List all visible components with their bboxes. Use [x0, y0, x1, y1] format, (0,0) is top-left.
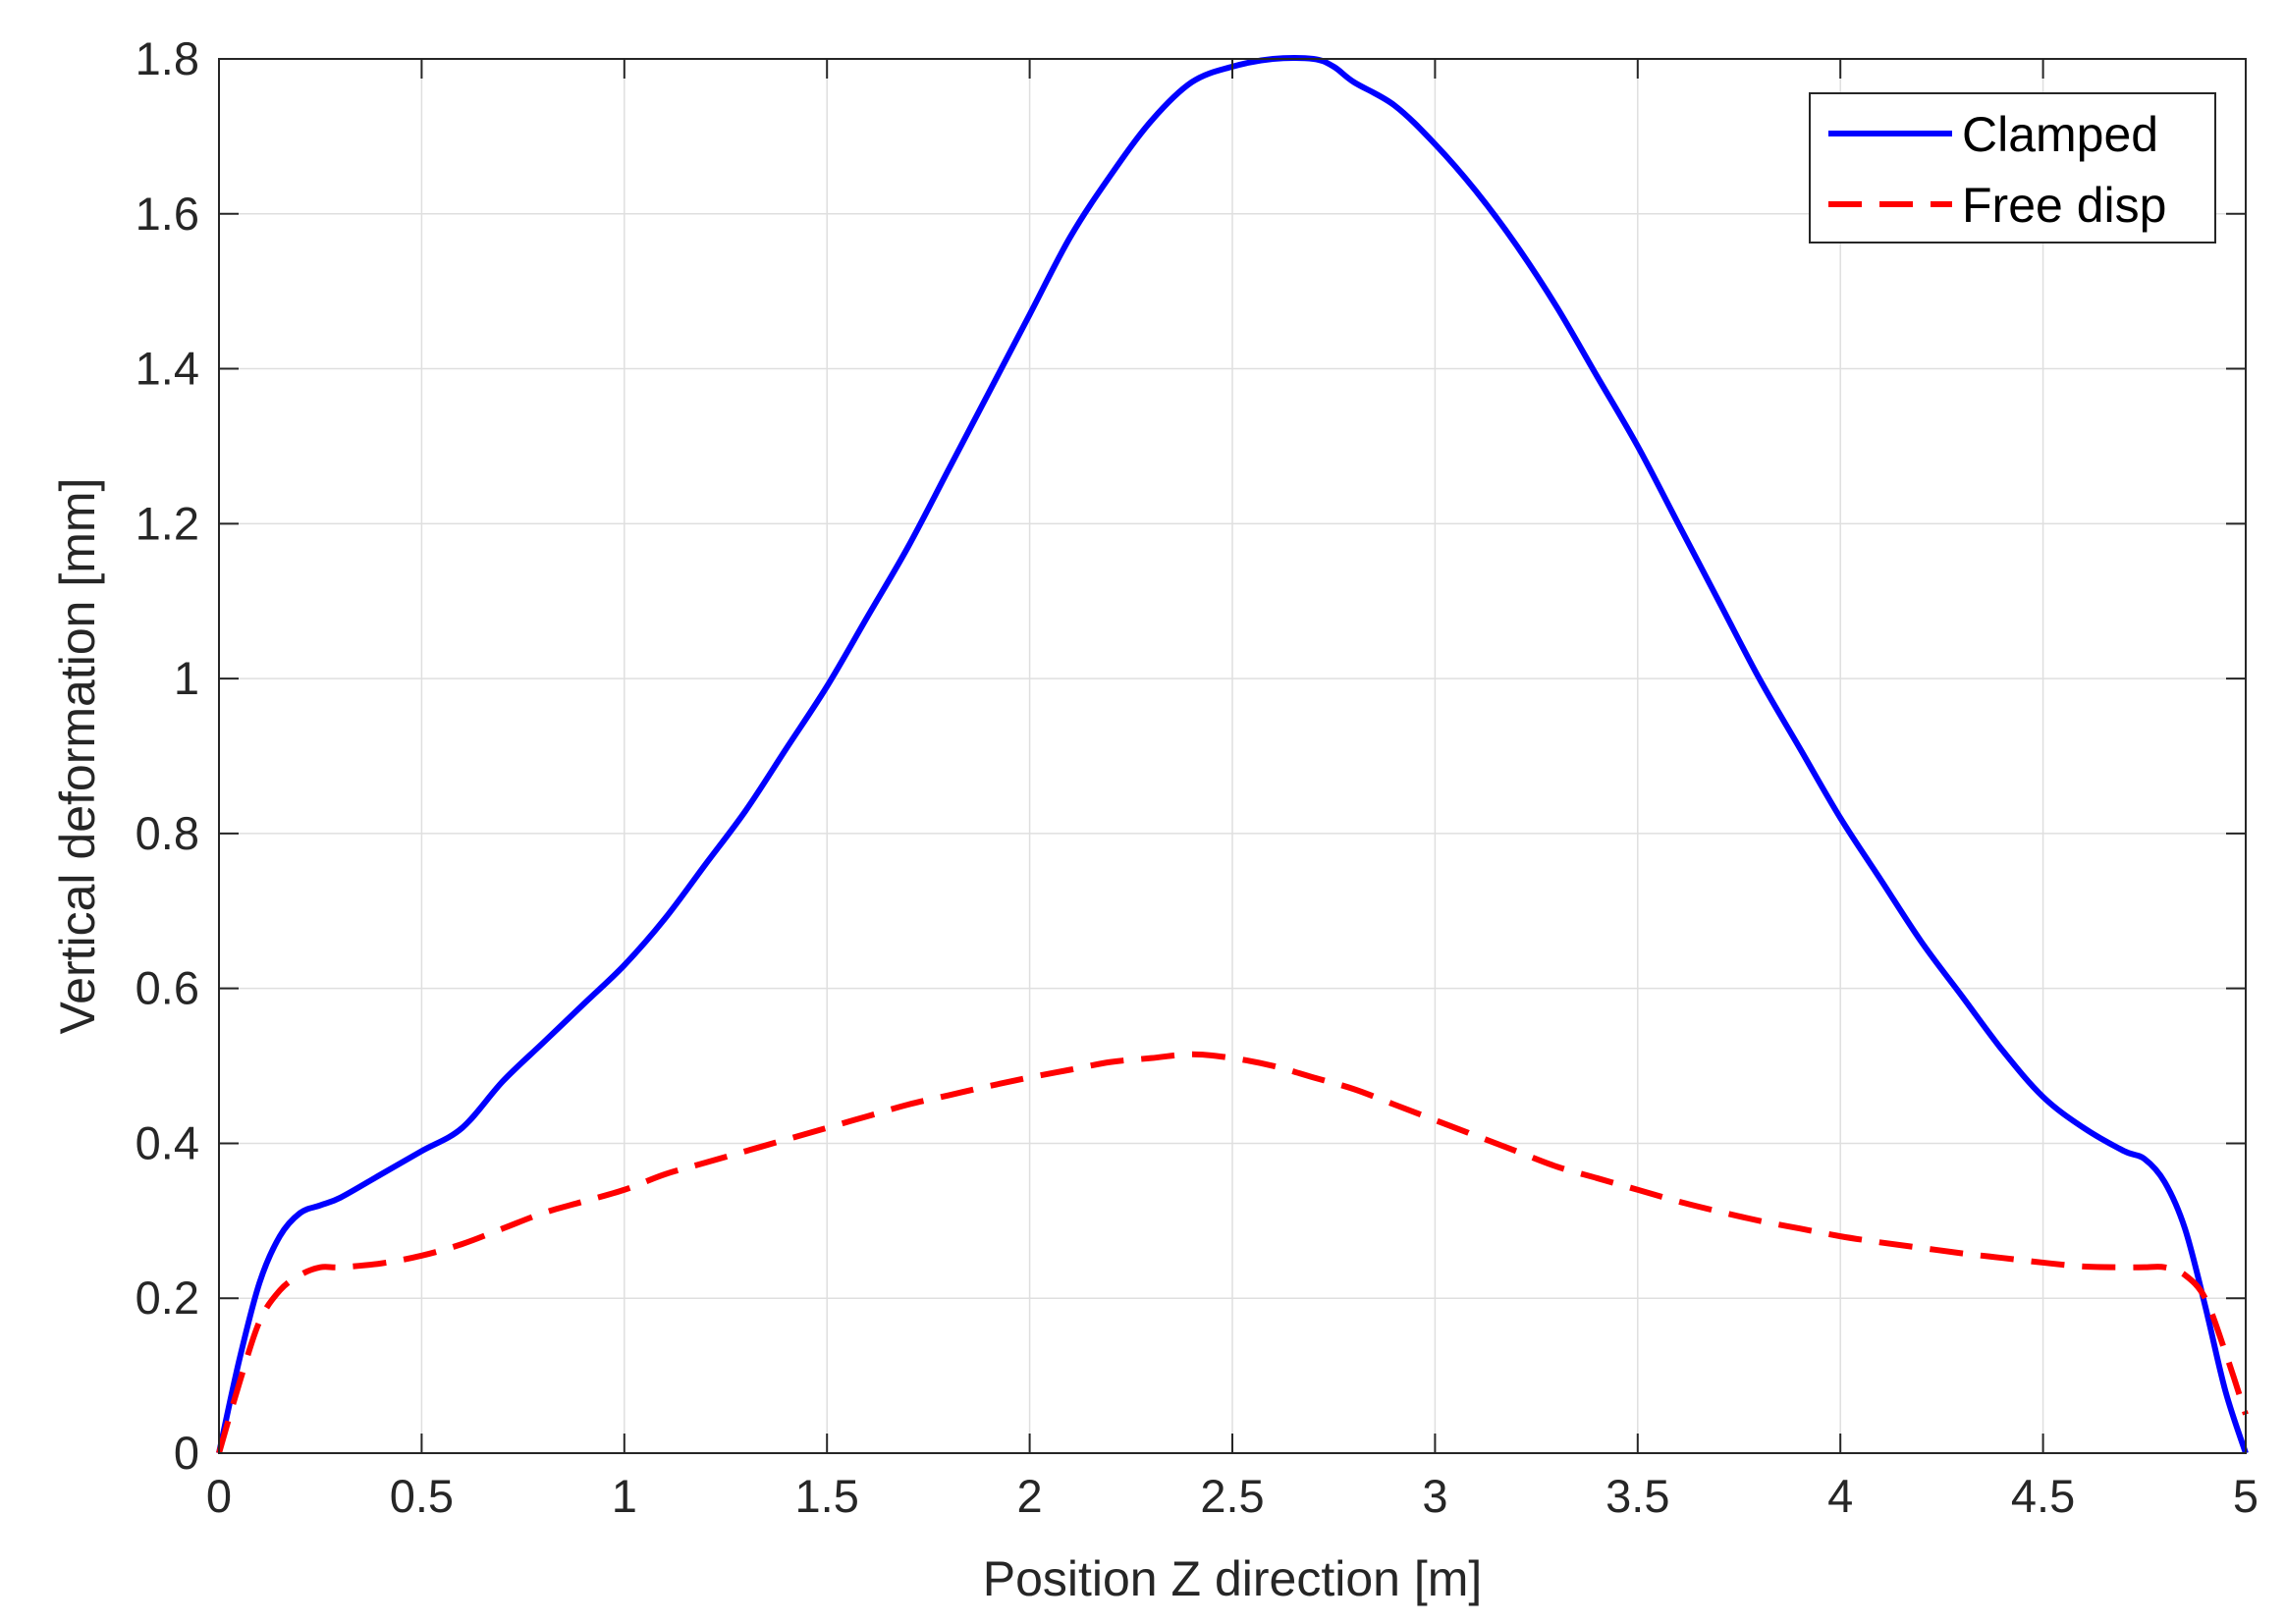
- series-line-clamped: [216, 55, 2249, 1454]
- series-line-free-disp: [216, 1051, 2249, 1454]
- x-tick-label: 3: [1422, 1470, 1447, 1522]
- data-series: [216, 55, 2249, 1454]
- y-tick-label: 1.8: [136, 32, 199, 84]
- x-tick-label: 1: [612, 1470, 637, 1522]
- x-tick-label: 5: [2233, 1470, 2258, 1522]
- x-tick-label: 4.5: [2011, 1470, 2075, 1522]
- y-tick-label: 0.8: [136, 807, 199, 859]
- x-tick-label: 0.5: [390, 1470, 454, 1522]
- legend-box: [1809, 92, 2216, 244]
- y-tick-label: 0.6: [136, 962, 199, 1014]
- axis-ticks: [218, 58, 2247, 1454]
- y-tick-label: 0: [174, 1427, 199, 1479]
- x-tick-label: 2: [1017, 1470, 1043, 1522]
- x-axis-title: Position Z direction [m]: [983, 1551, 1483, 1606]
- y-tick-label: 0.4: [136, 1116, 199, 1168]
- x-tick-label: 3.5: [1605, 1470, 1669, 1522]
- legend: Clamped Free disp: [1809, 92, 2216, 244]
- y-tick-label: 1: [174, 652, 199, 704]
- legend-label-free-disp: Free disp: [1962, 178, 2166, 233]
- y-tick-label: 1.6: [136, 188, 199, 240]
- legend-label-clamped: Clamped: [1962, 107, 2158, 162]
- y-tick-label: 0.2: [136, 1272, 199, 1324]
- y-axis-title: Vertical deformation [mm]: [50, 478, 105, 1035]
- y-tick-label: 1.4: [136, 343, 199, 395]
- x-tick-label: 1.5: [795, 1470, 859, 1522]
- x-tick-label: 2.5: [1200, 1470, 1264, 1522]
- y-tick-label: 1.2: [136, 497, 199, 549]
- x-tick-label: 0: [206, 1470, 232, 1522]
- x-tick-label: 4: [1827, 1470, 1853, 1522]
- tick-labels: 0 0.5 1 1.5 2 2.5 3 3.5 4 4.5 5 0 0.2 0.4 0.6 0.8 1 1.2 1.…: [136, 32, 2258, 1522]
